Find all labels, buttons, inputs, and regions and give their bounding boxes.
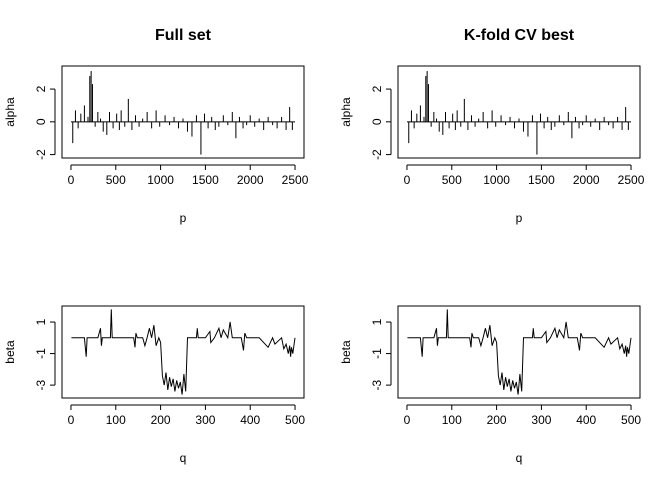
y-axis-label: beta bbox=[3, 340, 17, 364]
x-tick-label: 500 bbox=[106, 173, 126, 187]
x-tick-label: 300 bbox=[531, 413, 551, 427]
x-tick-label: 0 bbox=[68, 173, 75, 187]
y-axis-label: alpha bbox=[3, 97, 17, 127]
x-tick-label: 0 bbox=[404, 413, 411, 427]
panel-title: K-fold CV best bbox=[464, 27, 575, 44]
x-tick-label: 2000 bbox=[573, 173, 600, 187]
x-tick-label: 400 bbox=[576, 413, 596, 427]
y-axis-label: beta bbox=[339, 340, 353, 364]
y-axis-label: alpha bbox=[339, 97, 353, 127]
x-tick-label: 0 bbox=[68, 413, 75, 427]
y-tick-label: -3 bbox=[34, 379, 48, 390]
x-axis-label: q bbox=[516, 451, 523, 465]
x-tick-label: 2500 bbox=[282, 173, 309, 187]
x-axis-label: p bbox=[180, 211, 187, 225]
x-tick-label: 2000 bbox=[237, 173, 264, 187]
y-tick-label: 2 bbox=[34, 85, 48, 92]
panel-top-right: K-fold CV best 0 500 1000 1500 2000 2500 p -2 0 2 a… bbox=[339, 27, 645, 225]
x-tick-label: 1500 bbox=[192, 173, 219, 187]
x-tick-label: 500 bbox=[621, 413, 641, 427]
x-tick-label: 500 bbox=[285, 413, 305, 427]
x-tick-label: 2500 bbox=[618, 173, 645, 187]
x-tick-label: 1500 bbox=[528, 173, 555, 187]
x-axis-label: p bbox=[516, 211, 523, 225]
x-tick-label: 0 bbox=[404, 173, 411, 187]
x-tick-label: 200 bbox=[487, 413, 507, 427]
y-tick-label: -2 bbox=[370, 149, 384, 160]
data-line bbox=[407, 309, 632, 395]
data-line bbox=[71, 309, 296, 395]
panel-top-left: Full set 0 500 1000 1500 2000 2500 p -2 0 2 alpha bbox=[3, 27, 309, 225]
y-tick-label: 0 bbox=[370, 118, 384, 125]
y-tick-label: 0 bbox=[34, 118, 48, 125]
x-tick-label: 1000 bbox=[147, 173, 174, 187]
y-tick-label: -1 bbox=[370, 348, 384, 359]
y-tick-label: -1 bbox=[34, 348, 48, 359]
x-tick-label: 500 bbox=[442, 173, 462, 187]
panel-bottom-right: 0 100 200 300 400 500 q -3 -1 1 beta bbox=[339, 305, 641, 465]
y-tick-label: 1 bbox=[370, 318, 384, 325]
plot-frame bbox=[61, 305, 305, 399]
y-tick-label: 2 bbox=[370, 85, 384, 92]
plot-frame bbox=[397, 305, 641, 399]
panel-title: Full set bbox=[155, 27, 212, 44]
panel-bottom-left: 0 100 200 300 400 500 q -3 -1 1 beta bbox=[3, 305, 305, 465]
x-tick-label: 100 bbox=[106, 413, 126, 427]
x-axis-label: q bbox=[180, 451, 187, 465]
plot-frame bbox=[61, 65, 305, 159]
x-tick-label: 200 bbox=[151, 413, 171, 427]
x-tick-label: 1000 bbox=[483, 173, 510, 187]
y-tick-label: -2 bbox=[34, 149, 48, 160]
x-tick-label: 300 bbox=[195, 413, 215, 427]
plot-frame bbox=[397, 65, 641, 159]
y-tick-label: -3 bbox=[370, 379, 384, 390]
x-tick-label: 100 bbox=[442, 413, 462, 427]
y-tick-label: 1 bbox=[34, 318, 48, 325]
x-tick-label: 400 bbox=[240, 413, 260, 427]
